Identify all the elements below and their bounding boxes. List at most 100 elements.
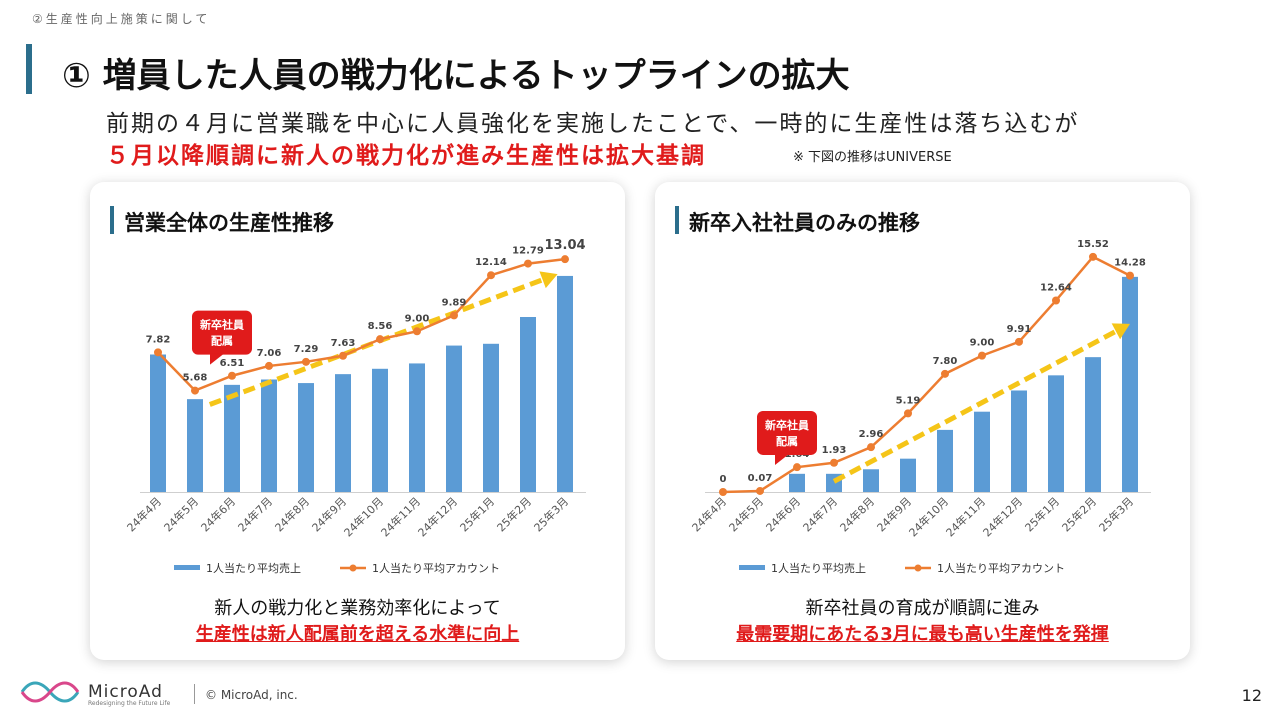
bar	[335, 374, 351, 492]
line-point	[191, 386, 199, 395]
bar	[974, 411, 990, 492]
legend-label: 1人当たり平均アカウント	[937, 561, 1065, 575]
line-point	[450, 311, 458, 320]
right-chart: 00.071.641.932.965.197.809.009.9112.6415…	[689, 239, 1151, 575]
line-point	[978, 351, 986, 360]
x-tick-label: 24年10月	[906, 494, 951, 539]
bar	[224, 384, 240, 492]
panel-accent-bar	[110, 206, 114, 234]
bar	[372, 368, 388, 492]
callout-text: 配属	[776, 434, 798, 448]
callout-text: 新卒社員	[200, 318, 244, 332]
data-label: 9.00	[970, 338, 995, 349]
data-label: 0.07	[748, 473, 773, 484]
bar	[1122, 276, 1138, 492]
line-point	[867, 443, 875, 452]
x-tick-label: 24年7月	[800, 494, 840, 534]
data-label: 13.04	[544, 238, 585, 253]
data-label: 7.82	[146, 334, 171, 345]
right-panel: 新卒入社社員のみの推移 00.071.641.932.965.197.809.0…	[655, 182, 1190, 660]
data-label: 12.64	[1040, 282, 1072, 293]
data-label: 5.19	[896, 395, 921, 406]
line-point	[154, 348, 162, 357]
data-label: 2.96	[859, 429, 884, 440]
data-label: 7.29	[294, 344, 319, 355]
line-point	[1015, 337, 1023, 346]
data-label: 12.79	[512, 246, 544, 257]
bar	[187, 399, 203, 492]
line-point	[302, 357, 310, 366]
left-conclusion-highlight: 生産性は新人配属前を超える水準に向上	[195, 624, 520, 645]
x-tick-label: 24年12月	[415, 494, 460, 539]
data-label: 15.52	[1077, 239, 1109, 250]
data-label: 5.68	[183, 373, 208, 384]
data-label: 14.28	[1114, 258, 1146, 269]
x-tick-label: 24年4月	[689, 494, 729, 534]
line-point	[756, 486, 764, 495]
line-point	[830, 458, 838, 467]
x-tick-label: 25年2月	[1059, 494, 1099, 534]
brand-tagline: Redesigning the Future Life	[88, 700, 171, 707]
lead-note: ※ 下図の推移はUNIVERSE	[793, 150, 952, 165]
line-point	[524, 259, 532, 268]
callout-box	[757, 410, 817, 455]
data-label: 7.63	[331, 338, 356, 349]
legend-label: 1人当たり平均売上	[206, 561, 301, 575]
line-point	[413, 327, 421, 336]
lead-text: 前期の４月に営業職を中心に人員強化を実施したことで、一時的に生産性は落ち込むが	[106, 111, 1080, 137]
page-title: ① 増員した人員の戦力化によるトップラインの拡大	[62, 56, 850, 96]
bar	[1048, 375, 1064, 492]
bar	[900, 458, 916, 492]
microad-logo	[20, 681, 80, 703]
legend-label: 1人当たり平均売上	[771, 561, 866, 575]
data-label: 12.14	[475, 257, 507, 268]
line-point	[941, 369, 949, 378]
data-label: 7.80	[933, 356, 958, 367]
right-conclusion: 新卒社員の育成が順調に進み	[805, 598, 1040, 619]
page-number: 12	[1241, 686, 1262, 705]
copyright: © MicroAd, inc.	[205, 688, 298, 702]
lead-highlight: ５月以降順調に新人の戦力化が進み生産性は拡大基調	[106, 143, 706, 169]
left-conclusion: 新人の戦力化と業務効率化によって	[214, 598, 501, 619]
line-point	[1089, 252, 1097, 261]
bar	[1085, 357, 1101, 492]
x-tick-label: 25年3月	[1096, 494, 1136, 534]
footer-separator	[194, 684, 195, 704]
x-tick-label: 24年7月	[235, 494, 275, 534]
legend-label: 1人当たり平均アカウント	[372, 561, 500, 575]
right-panel-title: 新卒入社社員のみの推移	[689, 211, 920, 235]
data-label: 8.56	[368, 321, 393, 332]
data-label: 9.00	[405, 313, 430, 324]
bar	[298, 383, 314, 492]
legend-swatch-point	[914, 564, 922, 572]
line-point	[487, 271, 495, 280]
line-point	[561, 255, 569, 264]
x-tick-label: 24年11月	[943, 494, 988, 539]
callout-text: 配属	[211, 334, 233, 348]
title-accent-bar	[26, 44, 32, 94]
x-tick-label: 24年12月	[980, 494, 1025, 539]
trend-arrow-head	[539, 271, 558, 289]
bar	[261, 379, 277, 492]
x-tick-label: 24年10月	[341, 494, 386, 539]
callout-pointer	[210, 353, 224, 365]
left-panel-title: 営業全体の生産性推移	[124, 211, 334, 235]
callout-text: 新卒社員	[765, 418, 809, 432]
x-tick-label: 24年6月	[198, 494, 238, 534]
x-tick-label: 24年4月	[124, 494, 164, 534]
x-tick-label: 24年8月	[837, 494, 877, 534]
data-label: 7.06	[257, 348, 282, 359]
x-tick-label: 24年8月	[272, 494, 312, 534]
line-point	[719, 488, 727, 496]
series-line	[157, 257, 566, 393]
x-tick-label: 24年5月	[726, 494, 766, 534]
bar	[150, 354, 166, 492]
callout-pointer	[775, 453, 789, 465]
legend-swatch-point	[349, 564, 357, 572]
data-label: 9.89	[442, 297, 467, 308]
line-point	[265, 361, 273, 370]
legend-swatch-bar	[174, 565, 200, 570]
data-label: 1.93	[822, 445, 847, 456]
legend-swatch-bar	[739, 565, 765, 570]
